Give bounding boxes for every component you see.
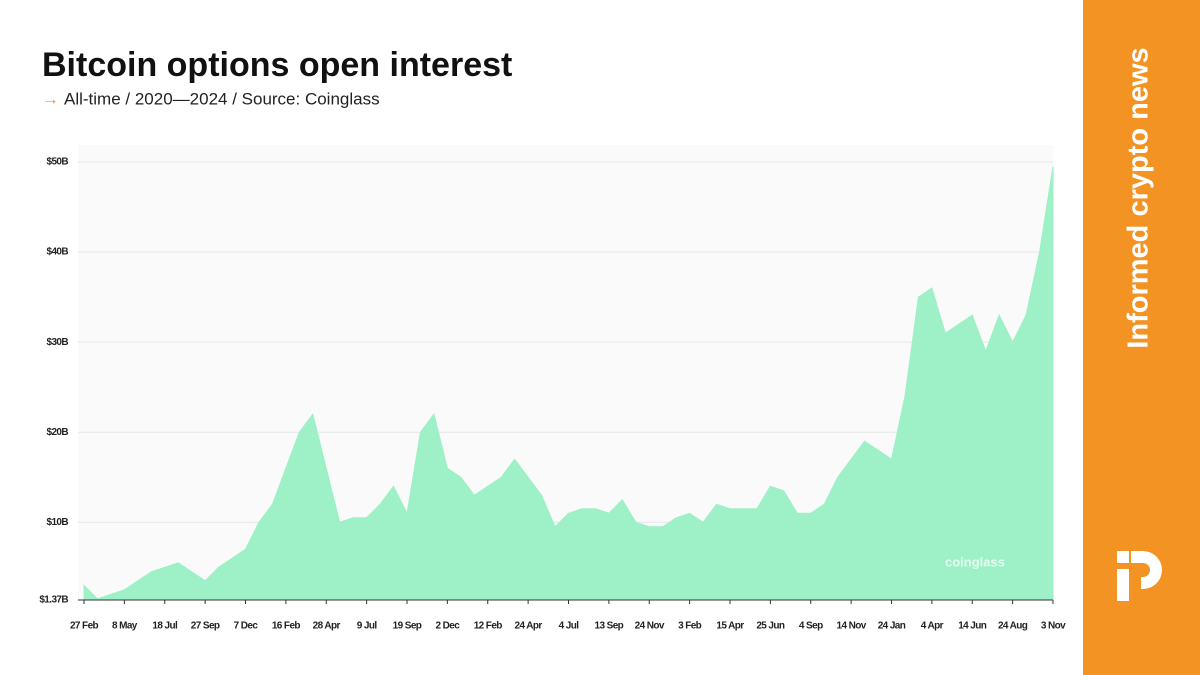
x-tick-label: 28 Apr [313, 621, 341, 632]
x-tick-label: 13 Sep [595, 621, 624, 632]
y-tick-label: $40B [46, 247, 68, 258]
chart-title: Bitcoin options open interest [42, 46, 512, 84]
x-tick-label: 9 Jul [357, 621, 378, 632]
x-tick-label: 24 Nov [635, 621, 665, 632]
x-tick-label: 7 Dec [234, 621, 259, 632]
x-tick-label: 18 Jul [152, 621, 178, 632]
x-tick-label: 3 Nov [1041, 621, 1066, 632]
x-tick-label: 24 Apr [515, 621, 543, 632]
subtitle: All-time / 2020—2024 / Source: Coinglass [64, 89, 380, 108]
x-tick-label: 4 Apr [921, 621, 944, 632]
x-tick-label: 24 Jan [878, 621, 906, 632]
x-tick-label: 24 Aug [998, 621, 1028, 632]
x-tick-label: 12 Feb [474, 621, 503, 632]
x-tick-label: 4 Sep [799, 621, 823, 632]
y-tick-label: $20B [46, 427, 68, 438]
area [83, 166, 1054, 601]
x-tick-label: 8 May [112, 621, 138, 632]
x-tick-label: 14 Jun [958, 621, 987, 632]
y-tick-label: $10B [46, 517, 68, 528]
y-tick-label: $1.37B [39, 595, 68, 606]
watermark: coinglass [945, 554, 1005, 569]
x-tick-label: 27 Sep [191, 621, 220, 632]
subtitle-arrow: → [42, 89, 59, 108]
x-tick-label: 15 Apr [716, 621, 744, 632]
x-tick-label: 4 Jul [559, 621, 580, 632]
x-tick-label: 27 Feb [70, 621, 99, 632]
brand-tagline: Informed crypto news [1123, 47, 1155, 348]
x-tick-label: 2 Dec [436, 621, 461, 632]
x-tick-label: 3 Feb [678, 621, 702, 632]
x-tick-label: 16 Feb [272, 621, 301, 632]
y-tick-label: $30B [46, 337, 68, 348]
x-tick-label: 14 Nov [837, 621, 867, 632]
y-tick-label: $50B [46, 157, 68, 168]
x-tick-label: 25 Jun [756, 621, 785, 632]
x-tick-label: 19 Sep [393, 621, 422, 632]
brand-logo [1117, 551, 1162, 601]
